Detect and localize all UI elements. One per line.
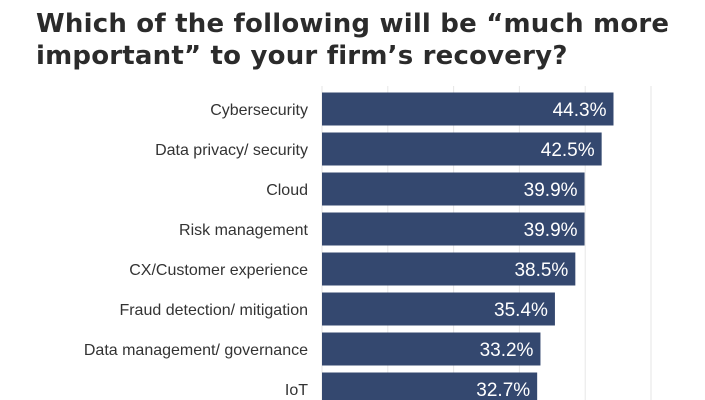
bar xyxy=(322,372,538,400)
category-label: IoT xyxy=(285,382,308,399)
bar xyxy=(322,132,602,166)
value-label: 44.3% xyxy=(553,100,607,121)
value-label: 39.9% xyxy=(524,220,578,241)
bar xyxy=(322,172,585,206)
category-label: Cybersecurity xyxy=(210,102,308,119)
value-label: 33.2% xyxy=(480,340,534,361)
category-label: Fraud detection/ mitigation xyxy=(119,302,308,319)
category-label: Cloud xyxy=(266,182,308,199)
value-label: 38.5% xyxy=(514,260,568,281)
bar xyxy=(322,332,541,366)
category-label: Data privacy/ security xyxy=(155,142,308,159)
category-label: Data management/ governance xyxy=(84,342,308,359)
value-label: 32.7% xyxy=(476,380,530,400)
category-label: CX/Customer experience xyxy=(129,262,308,279)
value-label: 39.9% xyxy=(524,180,578,201)
chart-title: Which of the following will be “much mor… xyxy=(36,9,670,71)
bar xyxy=(322,212,585,246)
bars: Cybersecurity 44.3% Data privacy/ security… xyxy=(84,92,614,400)
value-label: 35.4% xyxy=(494,300,548,321)
value-label: 42.5% xyxy=(541,140,595,161)
bar xyxy=(322,292,555,326)
category-label: Risk management xyxy=(179,222,309,239)
bar xyxy=(322,252,576,286)
bar xyxy=(322,92,614,126)
